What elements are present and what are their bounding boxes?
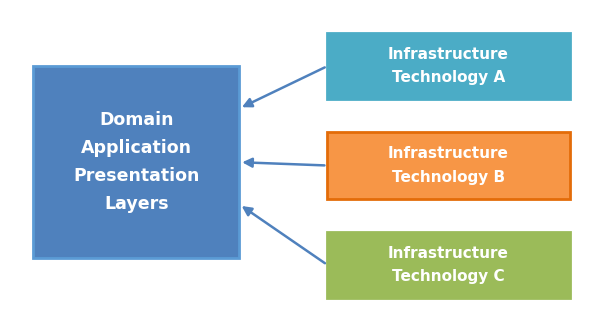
Text: Infrastructure
Technology C: Infrastructure Technology C bbox=[388, 246, 509, 284]
FancyBboxPatch shape bbox=[327, 132, 570, 199]
FancyBboxPatch shape bbox=[327, 232, 570, 298]
FancyBboxPatch shape bbox=[33, 66, 239, 258]
FancyBboxPatch shape bbox=[327, 33, 570, 99]
Text: Infrastructure
Technology A: Infrastructure Technology A bbox=[388, 47, 509, 85]
Text: Infrastructure
Technology B: Infrastructure Technology B bbox=[388, 146, 509, 185]
Text: Domain
Application
Presentation
Layers: Domain Application Presentation Layers bbox=[73, 112, 199, 213]
